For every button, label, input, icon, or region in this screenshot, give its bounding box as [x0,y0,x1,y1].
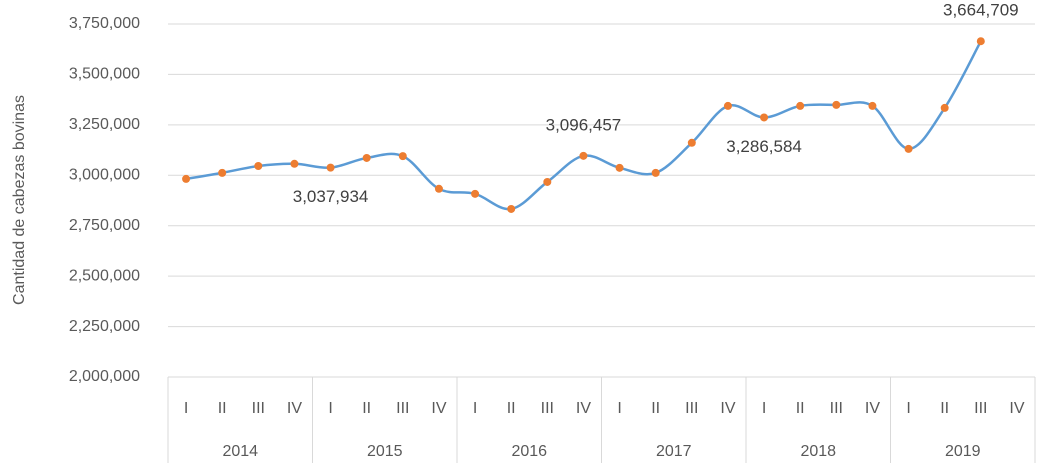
x-group-label: 2019 [945,443,981,460]
y-tick-label: 2,000,000 [69,368,140,385]
marker [290,159,299,168]
x-tick-label: III [685,400,698,417]
marker [434,184,443,193]
marker [760,113,769,122]
x-tick-label: IV [287,400,302,417]
x-group-label: 2017 [656,443,692,460]
y-tick-label: 3,250,000 [69,116,140,133]
marker [254,162,263,171]
y-tick-label: 3,500,000 [69,66,140,83]
x-tick-label: IV [865,400,880,417]
marker [651,168,660,177]
x-tick-label: III [541,400,554,417]
marker [507,204,516,213]
marker [868,101,877,110]
x-tick-label: II [218,400,227,417]
data-label: 3,664,709 [943,1,1019,20]
x-group-label: 2015 [367,443,403,460]
marker [398,152,407,161]
y-tick-label: 3,000,000 [69,167,140,184]
marker [326,163,335,172]
marker [543,177,552,186]
marker [182,174,191,183]
data-label: 3,037,934 [293,187,369,206]
x-group-label: 2018 [800,443,836,460]
x-tick-label: IV [1009,400,1024,417]
x-group-label: 2014 [222,443,258,460]
x-tick-label: I [762,400,766,417]
x-tick-label: I [906,400,910,417]
data-label: 3,096,457 [546,115,622,134]
marker [362,153,371,162]
x-tick-label: IV [576,400,591,417]
marker [579,151,588,160]
x-group-label: 2016 [511,443,547,460]
marker [615,163,624,172]
marker [218,168,227,177]
y-tick-label: 2,250,000 [69,318,140,335]
y-tick-label: 2,750,000 [69,217,140,234]
x-tick-label: II [507,400,516,417]
x-tick-label: IV [431,400,446,417]
x-tick-label: I [328,400,332,417]
y-tick-label: 2,500,000 [69,267,140,284]
marker [940,103,949,112]
x-tick-label: II [362,400,371,417]
marker [687,138,696,147]
x-tick-label: II [796,400,805,417]
marker [471,189,480,198]
marker [976,37,985,46]
x-tick-label: III [830,400,843,417]
y-axis-label: Cantidad de cabezas bovinas [11,95,28,305]
x-tick-label: I [473,400,477,417]
x-tick-label: I [184,400,188,417]
x-tick-label: III [974,400,987,417]
data-label: 3,286,584 [726,137,802,156]
x-tick-label: I [617,400,621,417]
marker [832,100,841,109]
marker [796,101,805,110]
marker [904,144,913,153]
x-tick-label: III [396,400,409,417]
marker [723,101,732,110]
x-tick-label: III [252,400,265,417]
y-tick-label: 3,750,000 [69,15,140,32]
x-tick-label: II [651,400,660,417]
x-tick-label: IV [720,400,735,417]
x-tick-label: II [940,400,949,417]
